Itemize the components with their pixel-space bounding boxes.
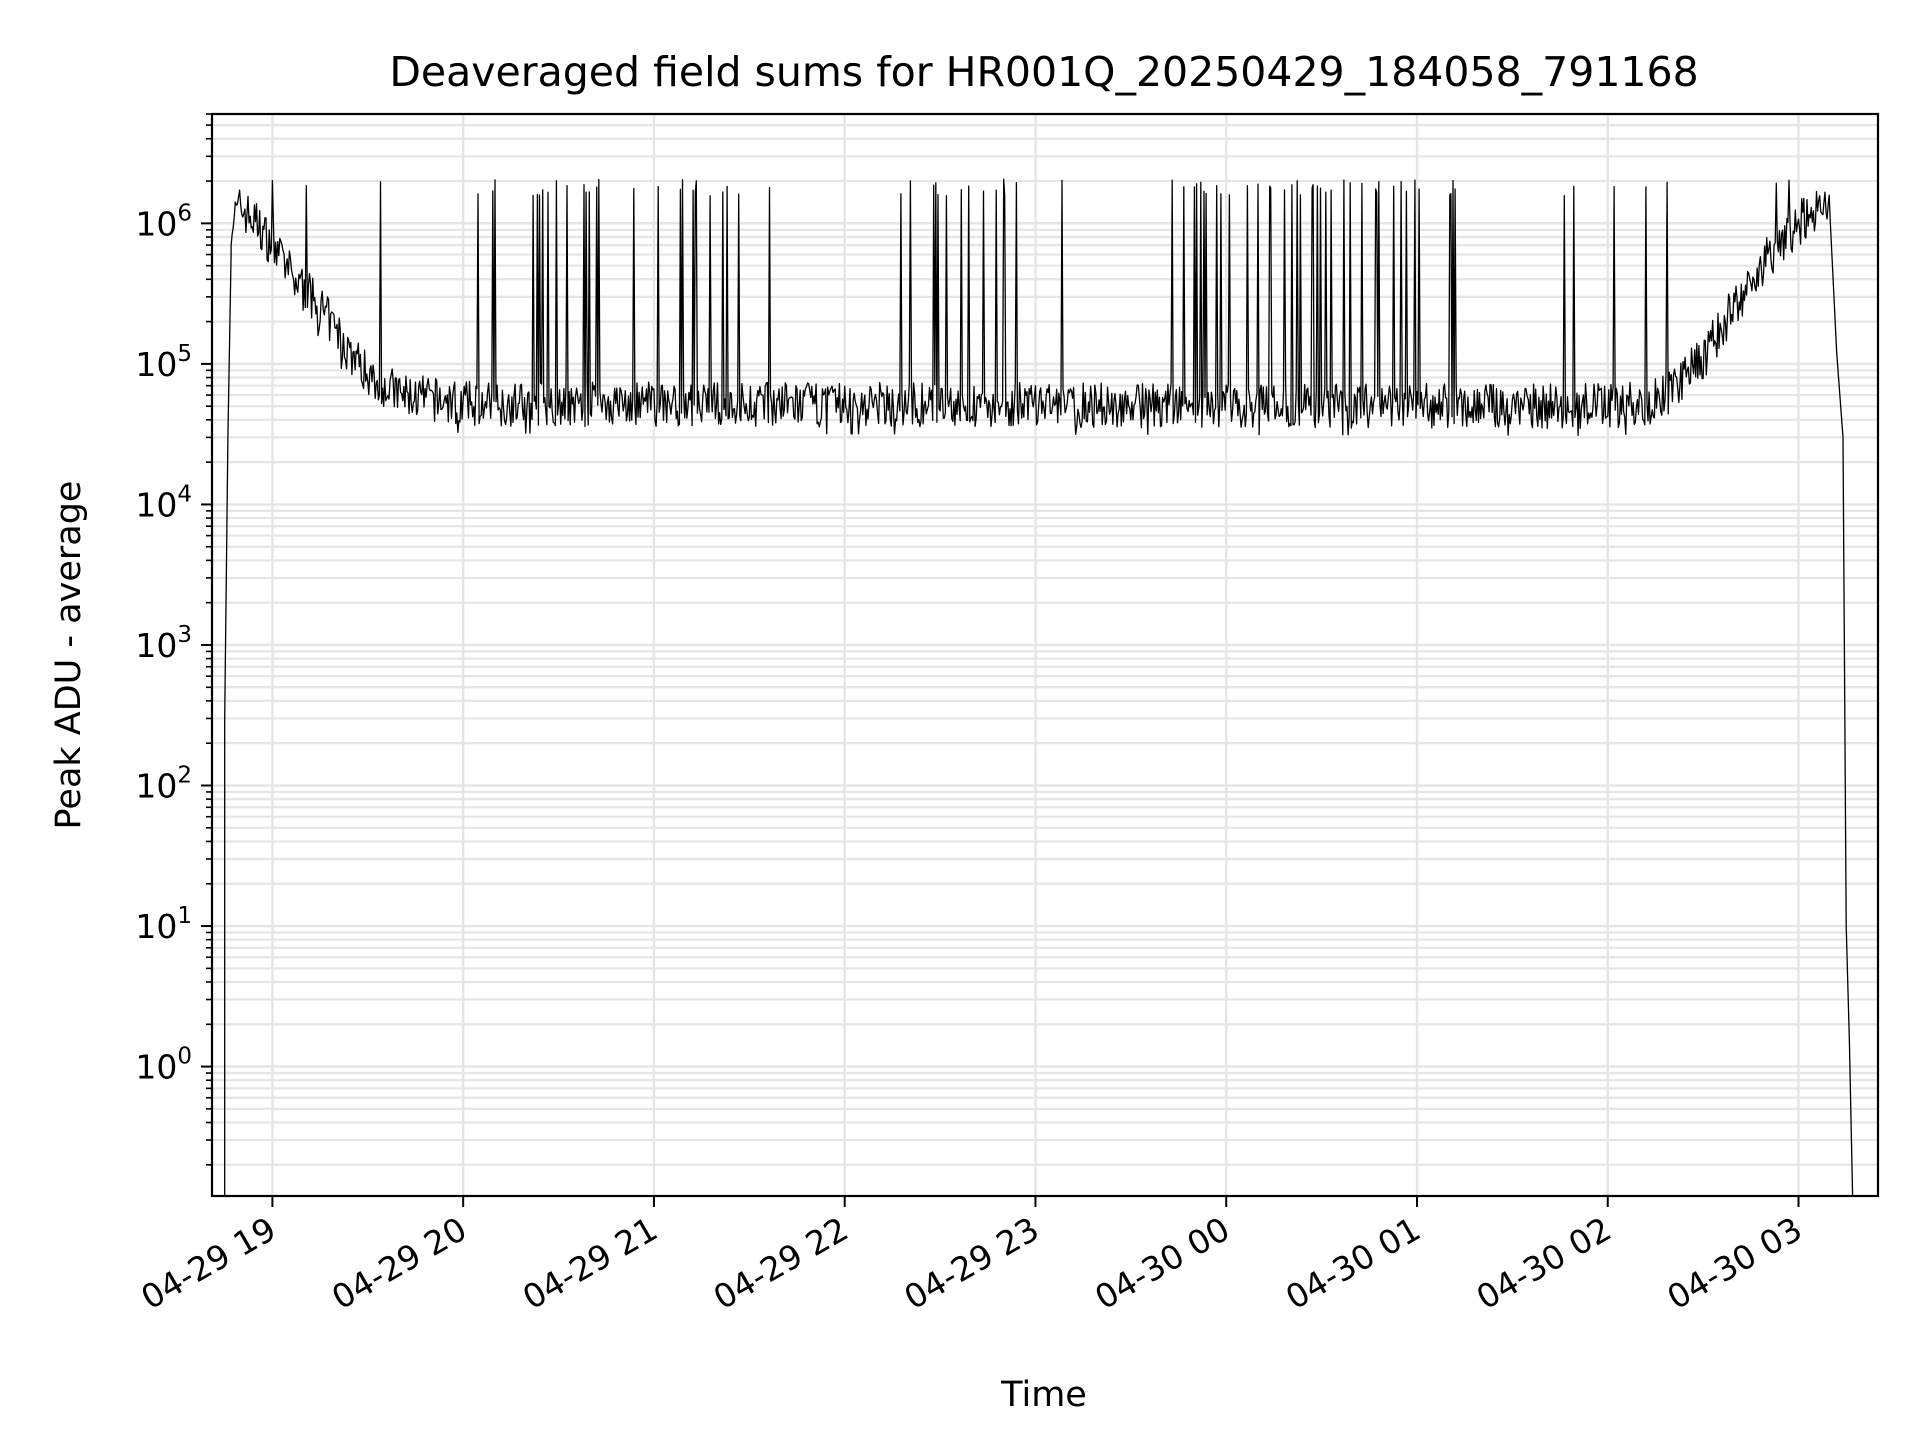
series-line — [224, 178, 1854, 1197]
x-axis-label: Time — [1000, 1375, 1087, 1415]
y-axis: 100 101 102 103 104 105 106 — [135, 113, 212, 1166]
y-tick-label: 106 — [135, 200, 192, 243]
y-tick-label: 101 — [135, 903, 192, 946]
chart-title: Deaveraged field sums for HR001Q_2025042… — [389, 48, 1698, 96]
y-axis-label: Peak ADU - average — [49, 481, 89, 830]
plot-frame — [210, 112, 1880, 1198]
y-tick-label: 100 — [135, 1044, 192, 1087]
y-tick-label: 103 — [135, 622, 192, 665]
series-layer — [224, 178, 1854, 1197]
y-tick-label: 105 — [135, 341, 192, 384]
y-tick-label: 102 — [135, 763, 192, 806]
y-tick-label: 104 — [135, 481, 192, 524]
